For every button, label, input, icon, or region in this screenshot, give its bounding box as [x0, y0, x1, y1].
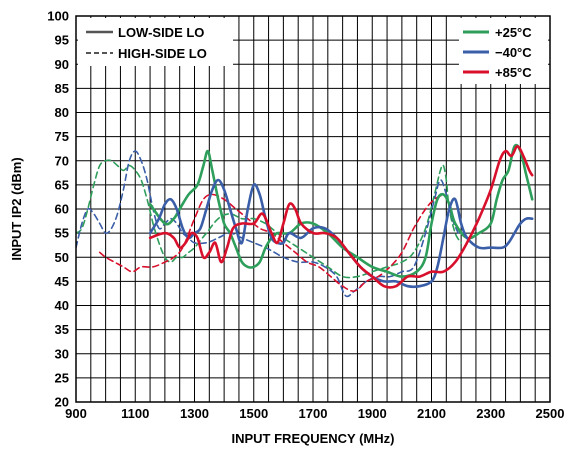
plot-frame — [75, 15, 551, 403]
legend-high-side-lo-label: HIGH-SIDE LO — [118, 46, 207, 61]
y-tick-label: 45 — [55, 274, 69, 289]
y-tick-label: 55 — [55, 226, 69, 241]
y-tick-label: 80 — [55, 105, 69, 120]
legend-linestyle-box — [78, 18, 233, 66]
legend-linestyle: LOW-SIDE LO HIGH-SIDE LO — [78, 18, 233, 66]
series-line-dashed-plus25c — [76, 159, 462, 279]
x-axis-title: INPUT FREQUENCY (MHz) — [232, 431, 395, 446]
tick-labels: 900 1100 1300 1500 1700 1900 2100 2300 2500 20 25 3… — [47, 9, 564, 422]
y-tick-label: 65 — [55, 177, 69, 192]
y-tick-label: 60 — [55, 202, 69, 217]
series-line-solid-minus40c — [148, 178, 534, 289]
x-tick-label: 2500 — [536, 406, 565, 421]
legend-minus40-label: −40°C — [495, 45, 532, 60]
y-tick-label: 25 — [55, 370, 69, 385]
x-tick-label: 1100 — [121, 406, 149, 421]
y-tick-label: 100 — [47, 9, 69, 24]
y-tick-label: 95 — [55, 33, 69, 48]
x-tick-label: 2300 — [476, 406, 505, 421]
x-tick-label: 1500 — [239, 406, 268, 421]
y-axis-title: INPUT IP2 (dBm) — [9, 157, 24, 260]
x-tick-label: 1900 — [358, 406, 387, 421]
y-tick-label: 35 — [55, 322, 69, 337]
y-tick-label: 70 — [55, 153, 69, 168]
legend-plus25-label: +25°C — [495, 25, 532, 40]
y-tick-label: 75 — [55, 129, 69, 144]
series-line-dashed-minus40c — [76, 150, 459, 298]
legend-low-side-lo-label: LOW-SIDE LO — [118, 25, 204, 40]
y-tick-label: 85 — [55, 81, 69, 96]
legend-temperature: +25°C −40°C +85°C — [459, 18, 548, 84]
series-line-solid-plus85c — [148, 145, 534, 289]
x-tick-label: 2100 — [417, 406, 446, 421]
x-tick-label: 1300 — [180, 406, 209, 421]
y-tick-label: 90 — [55, 57, 69, 72]
y-tick-label: 40 — [55, 298, 69, 313]
series-group — [76, 143, 534, 298]
legend-plus85-label: +85°C — [495, 65, 532, 80]
x-tick-label: 900 — [65, 406, 87, 421]
x-tick-label: 1700 — [299, 406, 328, 421]
y-tick-label: 20 — [55, 395, 69, 410]
y-tick-label: 30 — [55, 346, 69, 361]
y-tick-label: 50 — [55, 250, 69, 265]
